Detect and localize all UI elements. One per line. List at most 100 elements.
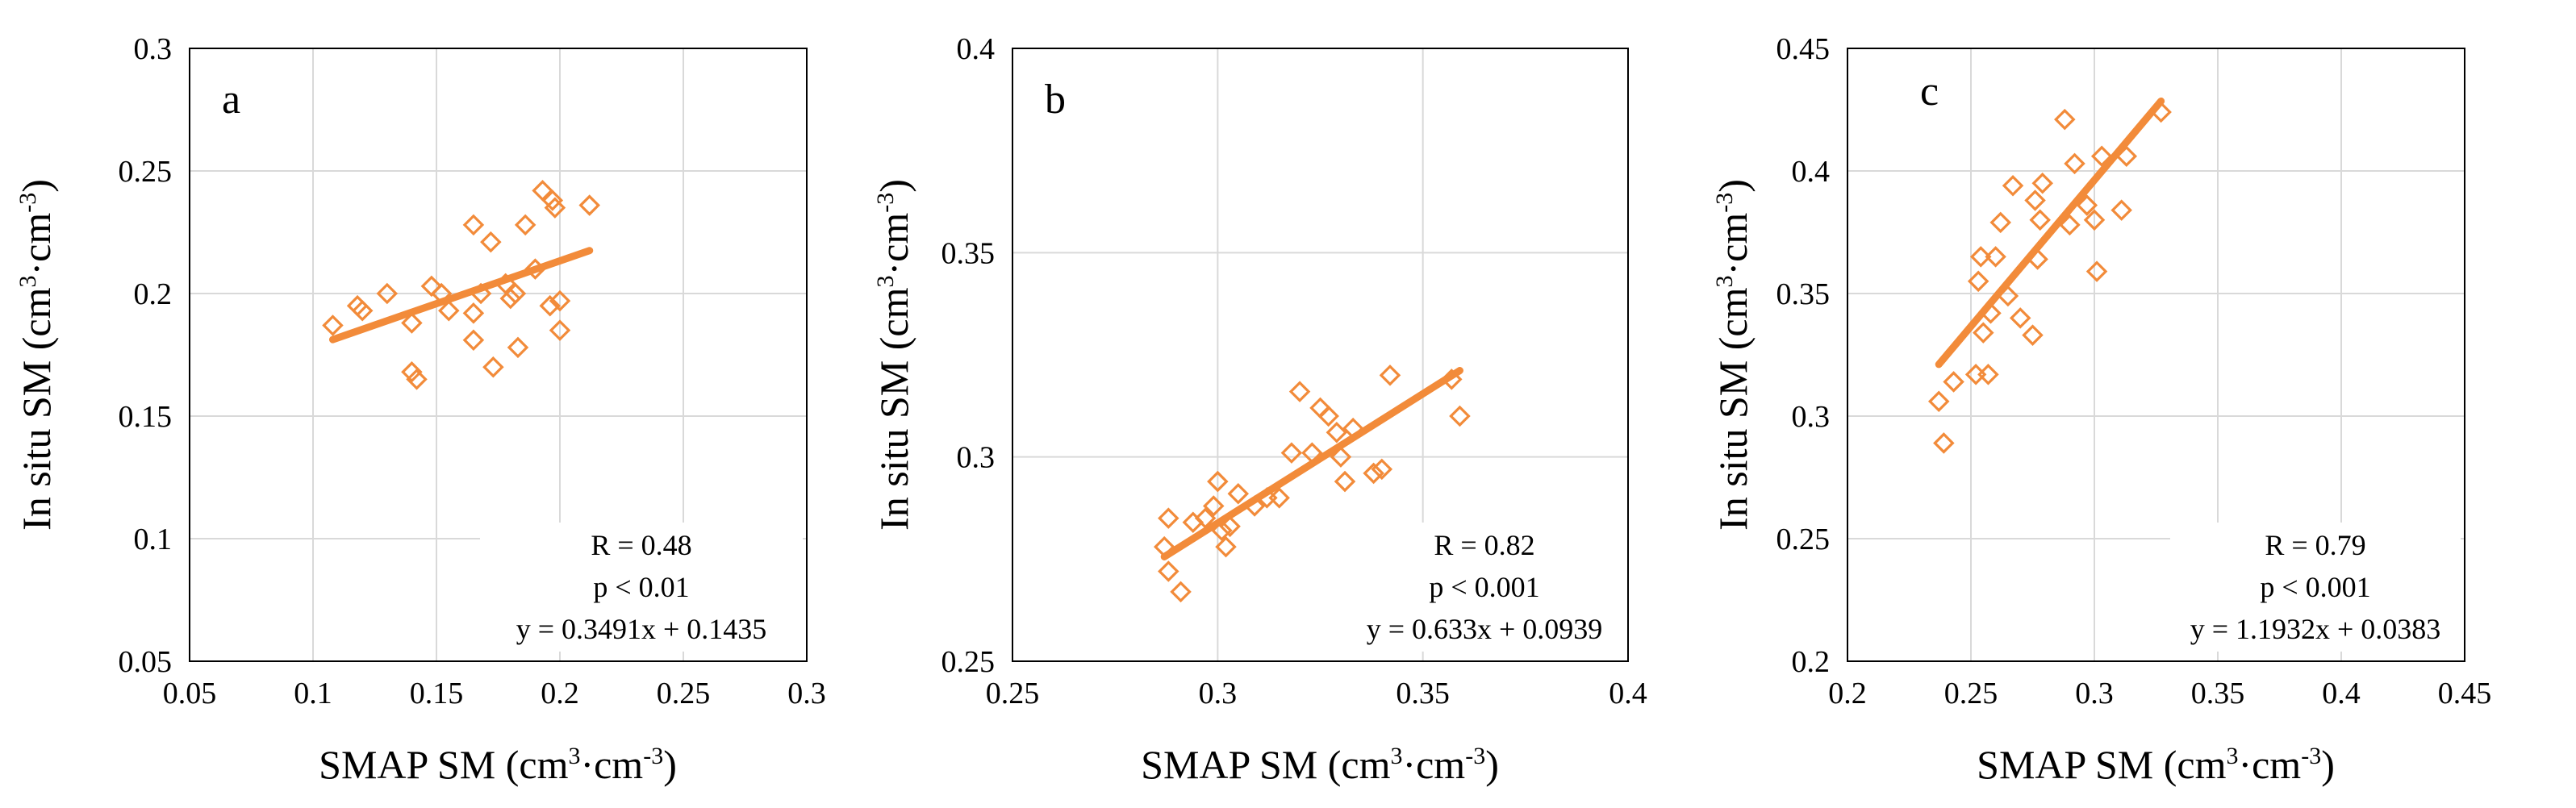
x-tick-label: 0.25 [1944,677,1998,710]
y-tick-label: 0.4 [1792,155,1831,189]
data-point [2115,145,2138,168]
stat-r-b: R = 0.82 [1434,529,1534,561]
x-tick-label: 0.35 [2191,677,2245,710]
y-tick-label: 0.1 [134,523,173,556]
stats-box-b [1331,523,1623,652]
y-tick-labels-c: 0.2 0.25 0.3 0.35 0.4 0.45 [1776,32,1831,679]
y-tick-label: 0.2 [1792,645,1831,679]
y-tick-label: 0.3 [957,441,996,475]
plot-frame-a [189,48,808,662]
data-point [1317,405,1339,427]
fit-line-a [328,247,594,344]
data-point [1280,442,1303,464]
data-point [351,300,374,322]
data-point [1449,405,1471,427]
data-point [544,197,566,219]
data-point [1964,364,1987,385]
data-point [1158,560,1179,582]
data-point [420,275,443,298]
data-point [2083,209,2106,231]
data-point [1967,270,1989,293]
data-point [495,273,516,295]
data-point [578,194,600,216]
y-tick-label: 0.25 [941,645,996,679]
y-tick-labels-b: 0.25 0.3 0.35 0.4 [941,32,996,679]
data-point [2022,324,2044,346]
x-axis-title-a: SMAP SM (cm3·cm-3) [319,742,677,787]
y-tick-label: 0.35 [941,236,996,270]
data-point [524,258,546,280]
data-point [401,361,423,383]
x-tick-label: 0.4 [1609,677,1647,710]
x-tick-label: 0.2 [541,677,579,710]
data-point [401,312,423,334]
data-point [1980,302,2002,324]
data-point [2002,174,2024,197]
x-tick-label: 0.05 [163,677,217,710]
data-point [2054,108,2076,131]
data-point [1227,483,1250,505]
data-point [2031,172,2054,194]
data-point [1288,381,1311,402]
data-point [2027,248,2048,270]
data-point [499,287,522,310]
y-tick-label: 0.2 [134,277,173,311]
y-tick-label: 0.4 [957,32,996,66]
y-tick-labels-a: 0.05 0.1 0.15 0.2 0.25 0.3 [119,32,173,679]
y-tick-label: 0.25 [1776,523,1831,556]
data-point [1158,507,1179,529]
data-point [1379,364,1401,386]
data-point [1363,462,1384,485]
x-axis-title-b: SMAP SM (cm3·cm-3) [1141,742,1499,787]
stat-equation-c: y = 1.1932x + 0.0383 [2190,613,2441,645]
stat-p-c: p < 0.001 [2260,571,2370,603]
data-point [504,282,527,305]
data-point [470,282,492,305]
chart-panel-b: 0.25 0.3 0.35 0.4 0.25 0.3 0.35 0.4 b R = 0.82… [871,32,1647,787]
data-point [1943,371,1964,393]
points-c [1927,101,2172,454]
data-point [1202,495,1225,517]
data-point [462,329,485,352]
data-point [539,294,562,317]
data-point [1371,458,1393,481]
x-tick-label: 0.4 [2322,677,2361,710]
data-point [2150,101,2172,123]
points-b [1153,364,1471,603]
x-tick-labels-a: 0.05 0.1 0.15 0.2 0.25 0.3 [163,677,826,710]
y-tick-label: 0.35 [1776,277,1831,311]
x-tick-labels-c: 0.2 0.25 0.3 0.35 0.4 0.45 [1828,677,2491,710]
chart-panel-a: 0.05 0.1 0.15 0.2 0.25 0.3 0.05 0.1 0.15 0.2 0.25… [14,32,826,787]
data-point [322,314,344,336]
data-point [514,214,536,236]
x-tick-label: 0.35 [1396,677,1450,710]
x-tick-labels-b: 0.25 0.3 0.35 0.4 [986,677,1647,710]
chart-panel-c: 0.2 0.25 0.3 0.35 0.4 0.45 0.20.250.30.350.40… [1710,32,2491,787]
stat-r-c: R = 0.79 [2265,529,2365,561]
data-point [1268,487,1290,509]
points-a [322,180,600,390]
y-tick-label: 0.3 [134,32,173,66]
data-point [376,282,399,305]
data-point [482,356,504,378]
data-point [1441,369,1463,390]
fit-line-b [1160,367,1463,560]
x-tick-label: 0.25 [986,677,1040,710]
data-point [438,300,460,322]
plot-frame-c [1847,48,2465,662]
y-tick-label: 0.25 [119,155,173,189]
x-tick-label: 0.45 [2438,677,2492,710]
data-point [1334,470,1356,493]
data-point [1153,535,1175,558]
x-axis-title-c: SMAP SM (cm3·cm-3) [1977,742,2335,787]
y-axis-title-a: In situ SM (cm3·cm-3) [14,179,59,531]
y-tick-label: 0.15 [119,400,173,434]
panel-label-c: c [1920,69,1939,115]
panel-label-b: b [1045,77,1066,123]
data-point [480,231,502,253]
data-point [2029,209,2051,231]
data-point [1985,246,2006,268]
data-point [532,180,553,202]
stat-r-a: R = 0.48 [591,529,691,561]
data-point [2024,190,2046,211]
